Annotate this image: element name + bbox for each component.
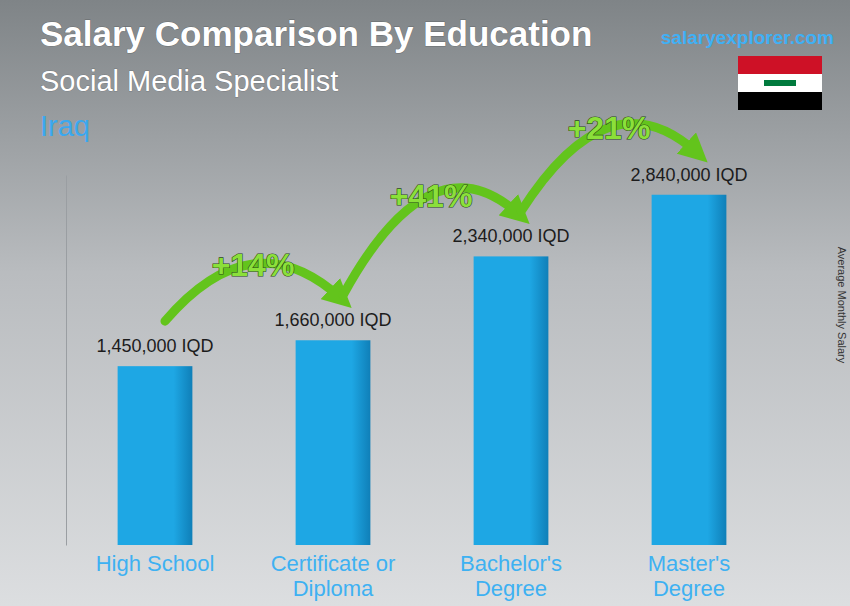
- x-tick: Bachelor'sDegree: [460, 551, 562, 601]
- y-axis-title: Average Monthly Salary: [836, 247, 848, 364]
- x-tick-label-line: Bachelor's: [460, 551, 562, 576]
- x-tick-label-line: Certificate or: [271, 551, 396, 576]
- flag-stripe: [738, 56, 822, 74]
- bar: [474, 256, 549, 545]
- background: [0, 0, 850, 606]
- title: Salary Comparison By Education: [40, 14, 592, 53]
- chart-svg: 1,450,000 IQD 1,660,000 IQD 2,340,000 IQD 2…: [0, 0, 850, 606]
- x-tick: Certificate orDiploma: [271, 551, 396, 601]
- x-tick-label-line: High School: [96, 551, 215, 576]
- country: Iraq: [40, 110, 90, 142]
- subtitle: Social Media Specialist: [40, 65, 338, 97]
- x-tick-label: High School: [96, 551, 215, 576]
- data-label: 2,840,000 IQD: [630, 165, 747, 185]
- x-tick: High School: [96, 551, 215, 576]
- annotation-label: +41%: [390, 178, 473, 214]
- x-tick-label-line: Degree: [653, 576, 725, 601]
- y-axis: [66, 176, 67, 546]
- bar: [296, 340, 371, 545]
- x-tick-label-line: Diploma: [293, 576, 374, 601]
- y-axis-line: [66, 176, 67, 546]
- x-tick-label: Certificate orDiploma: [271, 551, 396, 601]
- data-label: 1,660,000 IQD: [274, 310, 391, 330]
- flag-stripe: [738, 92, 822, 110]
- data-label: 1,450,000 IQD: [96, 336, 213, 356]
- bars: [118, 195, 727, 545]
- bar: [652, 195, 727, 545]
- x-tick-label-line: Master's: [648, 551, 730, 576]
- x-tick-label-line: Degree: [475, 576, 547, 601]
- annotation-label: +21%: [568, 110, 651, 146]
- flag-emblem: [764, 80, 796, 86]
- x-tick: Master'sDegree: [648, 551, 730, 601]
- annotations: +14% +41% +21%: [165, 110, 697, 321]
- x-axis: High School Certificate orDiploma Bachelor…: [96, 551, 731, 601]
- data-label: 2,340,000 IQD: [452, 226, 569, 246]
- data-labels: 1,450,000 IQD 1,660,000 IQD 2,340,000 IQD 2…: [96, 165, 747, 356]
- source: salaryexplorer.com: [661, 27, 834, 48]
- chart-container: 1,450,000 IQD 1,660,000 IQD 2,340,000 IQD 2…: [0, 0, 850, 606]
- x-tick-label: Master'sDegree: [648, 551, 730, 601]
- flag: [738, 56, 822, 110]
- annotation-label: +14%: [212, 247, 295, 283]
- flag-stripe: [738, 74, 822, 92]
- bar: [118, 366, 193, 545]
- x-tick-label: Bachelor'sDegree: [460, 551, 562, 601]
